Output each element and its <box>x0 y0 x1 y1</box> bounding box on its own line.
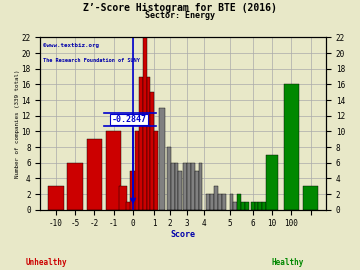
Bar <box>167 147 171 210</box>
Bar <box>159 108 165 210</box>
X-axis label: Score: Score <box>171 230 196 239</box>
Bar <box>178 171 182 210</box>
Bar <box>245 202 249 210</box>
Bar <box>230 194 233 210</box>
Bar <box>139 77 143 210</box>
Bar <box>262 202 266 210</box>
Bar <box>218 194 222 210</box>
Bar <box>126 202 132 210</box>
Bar <box>187 163 191 210</box>
Bar <box>143 38 147 210</box>
Text: ©www.textbiz.org: ©www.textbiz.org <box>43 43 99 48</box>
Text: Unhealthy: Unhealthy <box>26 258 68 266</box>
Bar <box>258 202 262 210</box>
Bar <box>154 131 158 210</box>
Bar <box>210 194 214 210</box>
Text: Sector: Energy: Sector: Energy <box>145 11 215 20</box>
Bar <box>147 77 150 210</box>
Bar <box>303 186 318 210</box>
Bar <box>214 186 218 210</box>
Bar <box>284 85 299 210</box>
Text: Healthy: Healthy <box>272 258 304 266</box>
Bar <box>120 186 127 210</box>
Bar <box>171 163 175 210</box>
Bar <box>130 171 136 210</box>
Bar <box>255 202 258 210</box>
Bar <box>106 131 121 210</box>
Text: Z’-Score Histogram for BTE (2016): Z’-Score Histogram for BTE (2016) <box>83 3 277 13</box>
Bar <box>237 194 241 210</box>
Bar <box>67 163 83 210</box>
Bar <box>222 194 226 210</box>
Bar <box>48 186 63 210</box>
Bar <box>241 202 245 210</box>
Bar <box>233 202 237 210</box>
Bar <box>195 171 199 210</box>
Bar <box>266 155 278 210</box>
Bar <box>183 163 187 210</box>
Y-axis label: Number of companies (339 total): Number of companies (339 total) <box>15 69 20 178</box>
Bar <box>150 92 154 210</box>
Bar <box>135 131 139 210</box>
Bar <box>251 202 255 210</box>
Bar <box>175 163 178 210</box>
Bar <box>191 163 195 210</box>
Bar <box>206 194 210 210</box>
Text: -0.2847: -0.2847 <box>112 115 147 124</box>
Text: The Research Foundation of SUNY: The Research Foundation of SUNY <box>43 58 140 63</box>
Bar <box>199 163 202 210</box>
Bar <box>87 139 102 210</box>
